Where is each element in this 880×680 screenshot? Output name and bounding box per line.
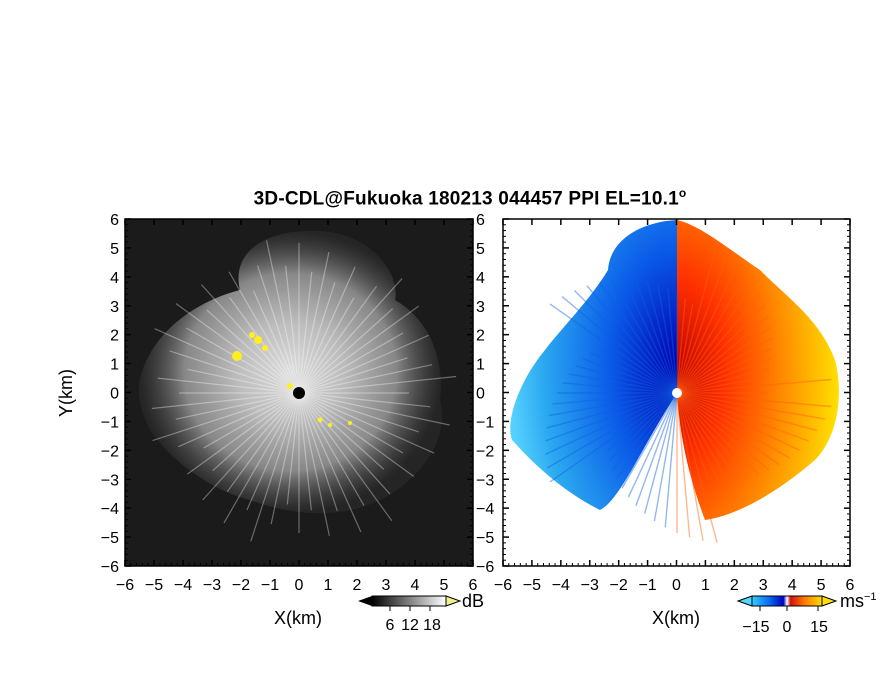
x-tick-label: 6 bbox=[846, 577, 855, 594]
x-tick-label: −3 bbox=[581, 577, 599, 594]
yellow-echo-patches bbox=[232, 332, 352, 427]
y-tick-label: 1 bbox=[110, 357, 119, 374]
x-tick-label: 1 bbox=[701, 577, 710, 594]
y-tick-label: 6 bbox=[110, 212, 119, 229]
y-tick-label-right: 6 bbox=[476, 212, 485, 229]
y-tick-label-right: −6 bbox=[476, 559, 494, 576]
y-tick-label-right: 0 bbox=[476, 386, 485, 403]
reflectivity-y-axis-title: Y(km) bbox=[56, 369, 76, 417]
x-tick-label: −1 bbox=[638, 577, 656, 594]
y-tick-label-right: −4 bbox=[476, 501, 494, 518]
doppler-velocity-panel: −6 −5 −4 −3 −2 −1 0 1 2 3 4 5 6 bbox=[494, 218, 855, 594]
y-tick-label-right: 5 bbox=[476, 241, 485, 258]
x-tick-label: −5 bbox=[145, 577, 163, 594]
x-tick-label: −4 bbox=[552, 577, 570, 594]
x-tick-label: 3 bbox=[382, 577, 391, 594]
y-tick-label-right: 3 bbox=[476, 299, 485, 316]
x-tick-label: 0 bbox=[295, 577, 304, 594]
y-tick-label: 0 bbox=[110, 386, 119, 403]
x-tick-label: −1 bbox=[261, 577, 279, 594]
x-tick-label: 4 bbox=[411, 577, 420, 594]
reflectivity-axis-ticks: −6−6 −6−5−5 −5−4−4 −4−3−3 −3−2−2 −2−1−1 −100 01… bbox=[101, 212, 495, 594]
reflectivity-colorbar: 6 12 18 dB bbox=[358, 591, 484, 634]
reflectivity-x-axis-title: X(km) bbox=[274, 608, 322, 628]
colorbar-right-tick-2: 0 bbox=[783, 619, 792, 636]
colorbar-left-tick-3: 18 bbox=[423, 617, 441, 634]
y-tick-label: −3 bbox=[101, 472, 119, 489]
x-tick-label: −3 bbox=[203, 577, 221, 594]
y-tick-label-right: 4 bbox=[476, 270, 485, 287]
y-tick-label: 5 bbox=[110, 241, 119, 258]
y-tick-label: 3 bbox=[110, 299, 119, 316]
y-tick-label-right: 2 bbox=[476, 328, 485, 345]
x-tick-label: 1 bbox=[324, 577, 333, 594]
x-tick-label: −4 bbox=[174, 577, 192, 594]
y-tick-label-right: −2 bbox=[476, 443, 494, 460]
reflectivity-echo bbox=[138, 230, 457, 542]
y-tick-label: −4 bbox=[101, 501, 119, 518]
colorbar-left-tick-2: 12 bbox=[401, 617, 419, 634]
colorbar-left-tick-1: 6 bbox=[386, 617, 395, 634]
x-tick-label: 5 bbox=[440, 577, 449, 594]
radar-center-marker-velocity bbox=[672, 388, 682, 398]
colorbar-right-tick-3: 15 bbox=[810, 619, 828, 636]
y-tick-label-right: −5 bbox=[476, 530, 494, 547]
x-tick-label: −6 bbox=[494, 577, 512, 594]
y-tick-label: −5 bbox=[101, 530, 119, 547]
colorbar-right-unit: ms−1 bbox=[840, 591, 877, 611]
y-tick-label: −6 bbox=[101, 559, 119, 576]
colorbar-right-tick-1: −15 bbox=[742, 619, 769, 636]
velocity-x-axis-title: X(km) bbox=[652, 608, 700, 628]
x-tick-label: 2 bbox=[730, 577, 739, 594]
velocity-echo bbox=[510, 220, 839, 543]
y-tick-label: 2 bbox=[110, 328, 119, 345]
x-tick-label: −2 bbox=[232, 577, 250, 594]
colorbar-left-unit: dB bbox=[462, 591, 484, 611]
y-tick-label-right: −1 bbox=[476, 414, 494, 431]
x-tick-label: 5 bbox=[817, 577, 826, 594]
x-tick-label: 2 bbox=[353, 577, 362, 594]
y-tick-label-right: 1 bbox=[476, 357, 485, 374]
y-tick-label: −2 bbox=[101, 443, 119, 460]
radar-center-marker bbox=[293, 387, 305, 399]
velocity-axis-ticks: −6 −5 −4 −3 −2 −1 0 1 2 3 4 5 6 bbox=[494, 218, 855, 594]
x-tick-label: 4 bbox=[788, 577, 797, 594]
x-tick-label: −2 bbox=[610, 577, 628, 594]
y-tick-label: 4 bbox=[110, 270, 119, 287]
x-tick-label: 0 bbox=[672, 577, 681, 594]
x-tick-label: −5 bbox=[523, 577, 541, 594]
y-tick-label-right: −3 bbox=[476, 472, 494, 489]
y-tick-label: −1 bbox=[101, 414, 119, 431]
x-tick-label: 3 bbox=[759, 577, 768, 594]
x-tick-label: −6 bbox=[116, 577, 134, 594]
x-tick-label: 6 bbox=[469, 577, 478, 594]
figure-title: 3D-CDL@Fukuoka 180213 044457 PPI EL=10.1… bbox=[253, 186, 687, 210]
reflectivity-panel: −6−6 −6−5−5 −5−4−4 −4−3−3 −3−2−2 −2−1−1 −100 01… bbox=[101, 212, 495, 594]
velocity-colorbar: −15 0 15 ms−1 bbox=[736, 591, 877, 636]
